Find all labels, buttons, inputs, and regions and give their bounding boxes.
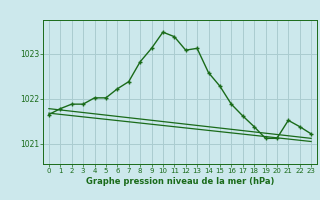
X-axis label: Graphe pression niveau de la mer (hPa): Graphe pression niveau de la mer (hPa) bbox=[86, 177, 274, 186]
